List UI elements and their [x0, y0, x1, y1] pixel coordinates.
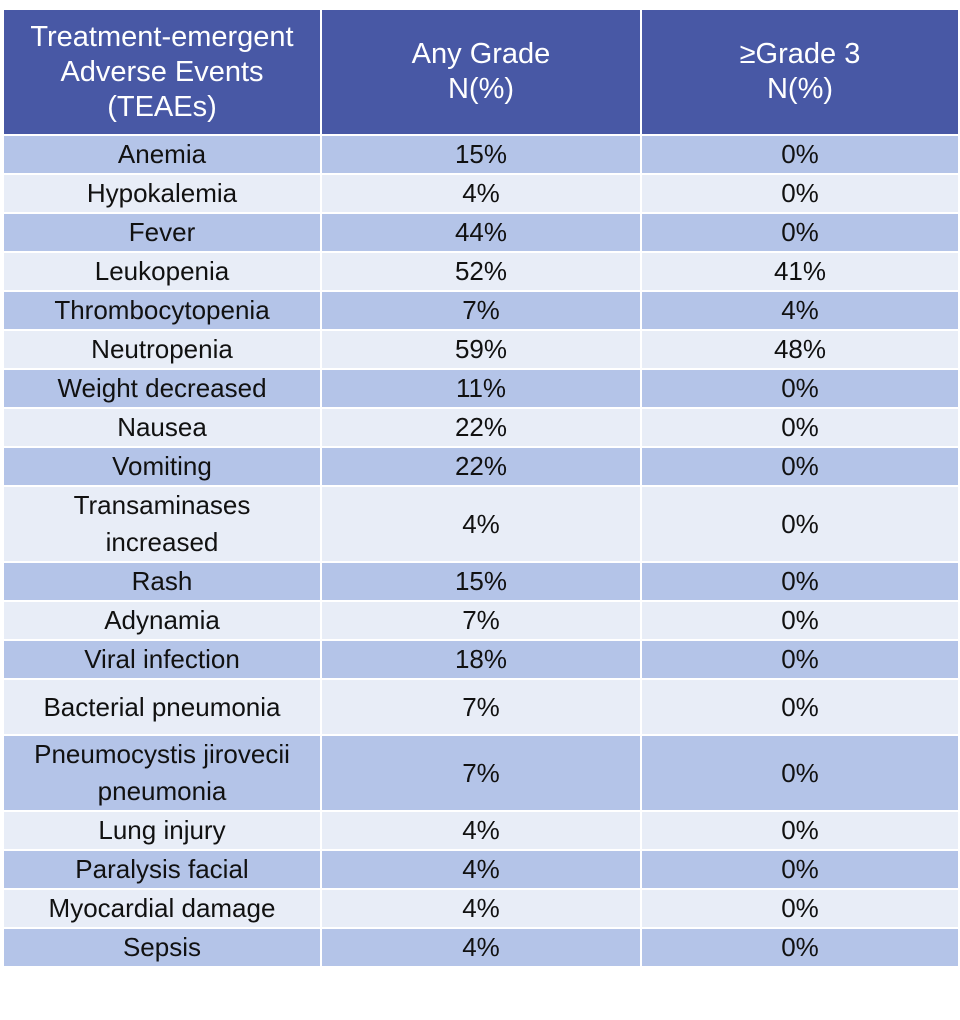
event-name-cell: Adynamia: [2, 600, 322, 641]
percent-cell: 4%: [320, 927, 642, 968]
cell-line: Any Grade: [411, 38, 551, 70]
table-row: Thrombocytopenia 7% 4%: [2, 290, 960, 331]
event-name-cell: Pneumocystis jirovecii pneumonia: [2, 734, 322, 812]
percent-cell: 7%: [320, 734, 642, 812]
event-name-cell: Sepsis: [2, 927, 322, 968]
cell-line: Treatment-emergent: [30, 20, 294, 53]
table-row: Leukopenia 52% 41%: [2, 251, 960, 292]
percent-cell: 22%: [320, 407, 642, 448]
percent-cell: 52%: [320, 251, 642, 292]
table-row: Vomiting 22% 0%: [2, 446, 960, 487]
header-cell: Treatment-emergent Adverse Events (TEAEs): [2, 8, 322, 136]
event-name-cell: Viral infection: [2, 639, 322, 680]
percent-cell: 0%: [640, 134, 960, 175]
cell-line: ≥Grade 3: [739, 38, 861, 70]
cell-line: N(%): [447, 73, 515, 105]
percent-cell: 11%: [320, 368, 642, 409]
event-name-cell: Anemia: [2, 134, 322, 175]
cell-line: Adverse Events: [60, 55, 264, 88]
percent-cell: 0%: [640, 927, 960, 968]
event-name-cell: Lung injury: [2, 810, 322, 851]
percent-cell: 0%: [640, 212, 960, 253]
event-name-cell: Thrombocytopenia: [2, 290, 322, 331]
table-row: Fever 44% 0%: [2, 212, 960, 253]
percent-cell: 48%: [640, 329, 960, 370]
table-row: Hypokalemia 4% 0%: [2, 173, 960, 214]
table-row: Viral infection 18% 0%: [2, 639, 960, 680]
percent-cell: 4%: [640, 290, 960, 331]
table-row: Transaminases increased 4% 0%: [2, 485, 960, 563]
percent-cell: 0%: [640, 173, 960, 214]
event-name-cell: Neutropenia: [2, 329, 322, 370]
cell-line: increased: [105, 527, 219, 557]
event-name-cell: Myocardial damage: [2, 888, 322, 929]
table-row: Paralysis facial 4% 0%: [2, 849, 960, 890]
event-name-cell: Weight decreased: [2, 368, 322, 409]
header-row: Treatment-emergent Adverse Events (TEAEs) A…: [2, 8, 960, 136]
table-row: Rash 15% 0%: [2, 561, 960, 602]
percent-cell: 0%: [640, 485, 960, 563]
event-name-cell: Hypokalemia: [2, 173, 322, 214]
percent-cell: 0%: [640, 810, 960, 851]
percent-cell: 4%: [320, 810, 642, 851]
percent-cell: 44%: [320, 212, 642, 253]
table-row: Pneumocystis jirovecii pneumonia 7% 0%: [2, 734, 960, 812]
percent-cell: 0%: [640, 888, 960, 929]
percent-cell: 0%: [640, 600, 960, 641]
percent-cell: 22%: [320, 446, 642, 487]
cell-line: (TEAEs): [107, 90, 217, 123]
percent-cell: 59%: [320, 329, 642, 370]
table-row: Weight decreased 11% 0%: [2, 368, 960, 409]
table-row: Anemia 15% 0%: [2, 134, 960, 175]
percent-cell: 0%: [640, 639, 960, 680]
event-name-cell: Nausea: [2, 407, 322, 448]
event-name-cell: Transaminases increased: [2, 485, 322, 563]
percent-cell: 0%: [640, 368, 960, 409]
event-name-cell: Bacterial pneumonia: [2, 678, 322, 736]
percent-cell: 7%: [320, 678, 642, 736]
table-row: Neutropenia 59% 48%: [2, 329, 960, 370]
table-row: Bacterial pneumonia 7% 0%: [2, 678, 960, 736]
percent-cell: 7%: [320, 600, 642, 641]
event-name-cell: Leukopenia: [2, 251, 322, 292]
event-name-cell: Vomiting: [2, 446, 322, 487]
percent-cell: 15%: [320, 134, 642, 175]
table-body: Anemia 15% 0% Hypokalemia 4% 0% Fever 44% 0% Leuk…: [2, 134, 960, 968]
percent-cell: 41%: [640, 251, 960, 292]
cell-line: N(%): [766, 73, 834, 105]
percent-cell: 0%: [640, 849, 960, 890]
percent-cell: 0%: [640, 734, 960, 812]
percent-cell: 15%: [320, 561, 642, 602]
table-row: Myocardial damage 4% 0%: [2, 888, 960, 929]
percent-cell: 0%: [640, 678, 960, 736]
table-row: Sepsis 4% 0%: [2, 927, 960, 968]
percent-cell: 18%: [320, 639, 642, 680]
percent-cell: 0%: [640, 407, 960, 448]
table-row: Lung injury 4% 0%: [2, 810, 960, 851]
event-name-cell: Rash: [2, 561, 322, 602]
header-cell: ≥Grade 3 N(%): [640, 8, 960, 136]
percent-cell: 0%: [640, 446, 960, 487]
adverse-events-table: Treatment-emergent Adverse Events (TEAEs) A…: [2, 8, 960, 968]
table-row: Adynamia 7% 0%: [2, 600, 960, 641]
cell-line: Pneumocystis jirovecii: [34, 739, 290, 769]
event-name-cell: Paralysis facial: [2, 849, 322, 890]
cell-line: Transaminases: [73, 490, 251, 520]
header-cell: Any Grade N(%): [320, 8, 642, 136]
percent-cell: 4%: [320, 485, 642, 563]
cell-line: pneumonia: [97, 776, 227, 806]
percent-cell: 4%: [320, 173, 642, 214]
percent-cell: 7%: [320, 290, 642, 331]
percent-cell: 0%: [640, 561, 960, 602]
event-name-cell: Fever: [2, 212, 322, 253]
percent-cell: 4%: [320, 888, 642, 929]
percent-cell: 4%: [320, 849, 642, 890]
table-row: Nausea 22% 0%: [2, 407, 960, 448]
